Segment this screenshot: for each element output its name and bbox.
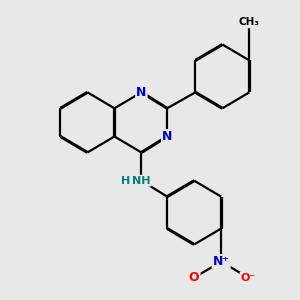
Text: NH: NH (132, 176, 151, 186)
Text: N⁺: N⁺ (213, 255, 230, 268)
Text: N: N (136, 86, 147, 99)
Text: O⁻: O⁻ (241, 273, 256, 283)
Text: H: H (121, 176, 130, 186)
Text: O: O (189, 271, 200, 284)
Text: N: N (162, 130, 172, 143)
Text: CH₃: CH₃ (239, 17, 260, 27)
